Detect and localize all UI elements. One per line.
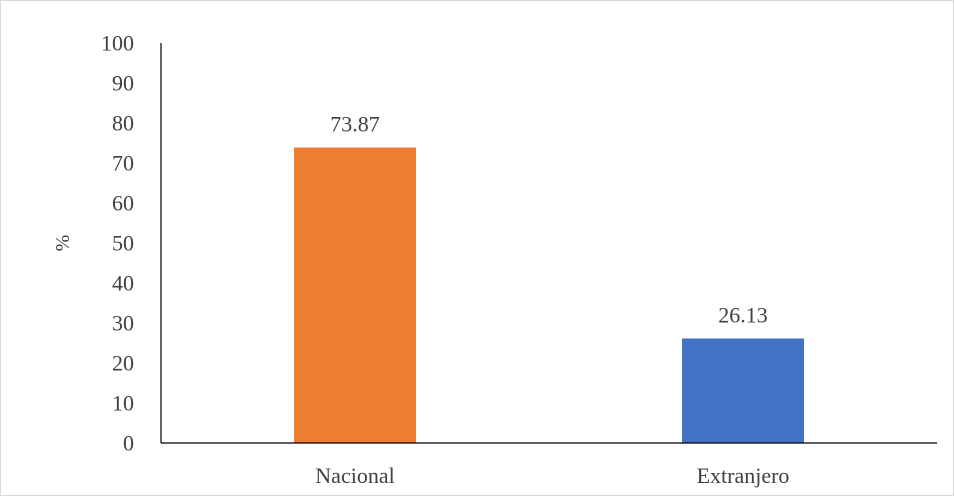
bar-nacional xyxy=(294,147,416,443)
y-tick-label: 30 xyxy=(112,311,134,336)
y-tick-label: 10 xyxy=(112,391,134,416)
x-category-label: Extranjero xyxy=(697,463,790,488)
bars xyxy=(294,147,804,443)
y-tick-label: 50 xyxy=(112,231,134,256)
y-tick-label: 90 xyxy=(112,71,134,96)
x-axis-categories: Nacional Extranjero xyxy=(315,463,789,488)
y-tick-label: 80 xyxy=(112,111,134,136)
y-tick-label: 20 xyxy=(112,351,134,376)
y-tick-label: 60 xyxy=(112,191,134,216)
y-tick-label: 40 xyxy=(112,271,134,296)
y-axis-ticks: 0 10 20 30 40 50 60 70 80 90 100 xyxy=(101,31,134,456)
data-label-nacional: 73.87 xyxy=(330,112,380,137)
y-axis-label: % xyxy=(52,235,74,252)
y-tick-label: 70 xyxy=(112,151,134,176)
bar-extranjero xyxy=(682,338,804,443)
y-tick-label: 0 xyxy=(123,431,134,456)
data-label-extranjero: 26.13 xyxy=(718,302,768,327)
x-category-label: Nacional xyxy=(315,463,394,488)
data-labels: 73.87 26.13 xyxy=(330,112,768,328)
y-tick-label: 100 xyxy=(101,31,134,56)
